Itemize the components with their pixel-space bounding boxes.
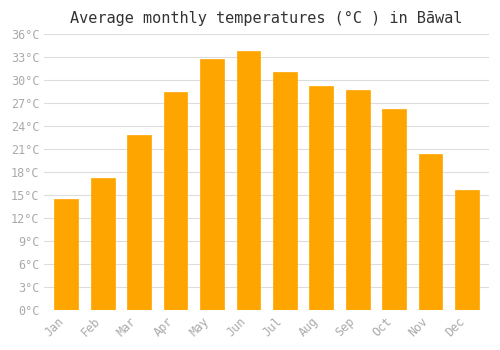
Bar <box>455 190 479 310</box>
Bar <box>91 178 114 310</box>
Bar <box>273 72 296 310</box>
Title: Average monthly temperatures (°C ) in Bāwal: Average monthly temperatures (°C ) in Bā… <box>70 11 463 26</box>
Bar <box>200 59 224 310</box>
Bar <box>236 51 260 310</box>
Bar <box>382 109 406 310</box>
Bar <box>128 135 151 310</box>
Bar <box>164 92 188 310</box>
Bar <box>419 154 442 310</box>
Bar <box>346 90 370 310</box>
Bar <box>310 86 333 310</box>
Bar <box>54 199 78 310</box>
